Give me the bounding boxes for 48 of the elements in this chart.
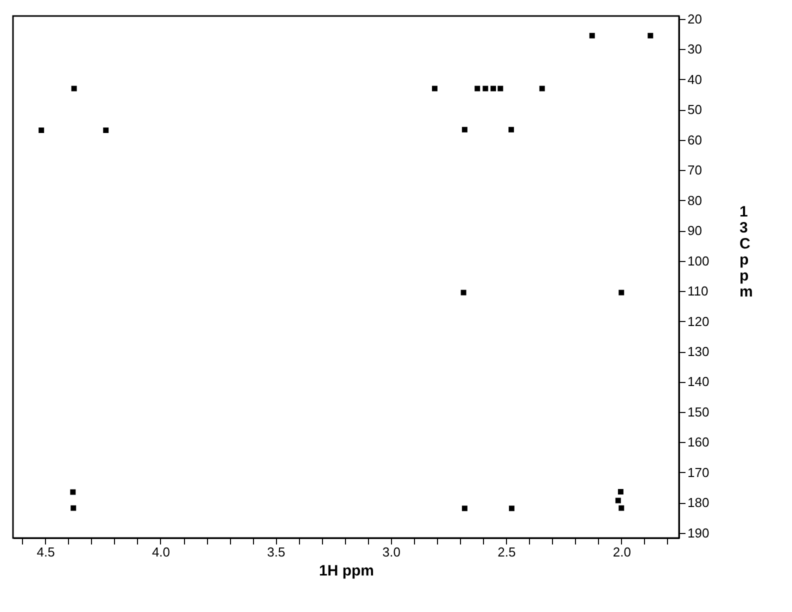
point [462,506,468,512]
x-axis-title: 1H ppm [318,562,374,580]
y-tick-label: 30 [688,42,702,57]
x-tick-label: 2.0 [612,544,631,560]
point [70,489,76,495]
y-tick-label: 180 [688,495,710,510]
point [71,86,77,92]
x-tick-label: 2.5 [498,544,516,560]
point [618,505,624,511]
y-tick-label: 120 [688,314,710,329]
point [539,86,545,92]
y-tick-label: 110 [688,284,708,299]
y-tick-label: 20 [688,12,702,27]
point [460,290,466,296]
point [103,128,109,133]
point [618,290,624,296]
x-tick-label: 4.5 [36,544,55,560]
point [498,86,504,92]
y-tick-label: 140 [688,374,710,390]
point [474,86,480,92]
point [618,489,624,494]
y-tick-label: 90 [688,223,702,238]
point [70,505,76,511]
x-tick-label: 3.5 [267,544,286,560]
y-tick-label: 40 [688,72,702,87]
point [462,126,468,132]
point [508,126,514,132]
point [482,86,488,92]
point [432,86,438,92]
point [615,498,621,504]
x-tick-label: 4.0 [152,544,170,560]
x-tick-label: 3.0 [382,544,400,560]
point [508,506,514,512]
point [38,128,44,133]
y-tick-label: 170 [688,464,710,480]
point [589,32,595,38]
y-tick-label: 130 [688,344,710,360]
y-tick-label: 100 [688,253,710,268]
y-tick-label: 190 [688,525,710,540]
y-tick-label: 60 [688,132,702,148]
point [648,32,654,38]
y-tick-label: 70 [688,162,702,178]
y-tick-label: 160 [688,434,710,450]
y-tick-label: 80 [688,192,702,208]
point [490,86,496,92]
y-tick-label: 150 [688,404,710,420]
y-axis-title: 13C ppm [740,204,753,300]
y-tick-label: 50 [688,102,702,118]
